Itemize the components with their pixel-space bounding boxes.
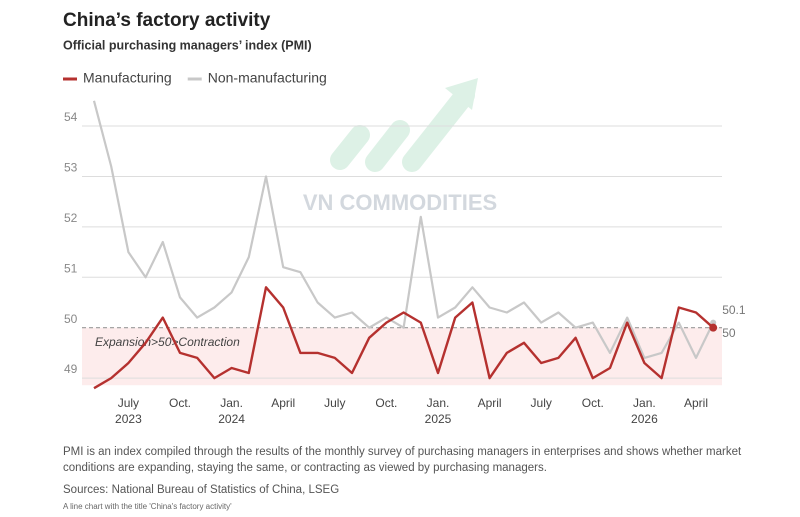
chart-title: China’s factory activity xyxy=(63,10,271,31)
y-tick-label: 50 xyxy=(64,312,78,326)
x-tick-label: Jan. xyxy=(633,396,656,410)
x-tick-label: Oct. xyxy=(582,396,604,410)
chart: China’s factory activity Official purcha… xyxy=(63,10,746,426)
x-tick-year: 2026 xyxy=(631,412,658,426)
x-tick-year: 2023 xyxy=(115,412,142,426)
y-tick-label: 53 xyxy=(64,161,78,175)
legend-label: Non-manufacturing xyxy=(208,70,327,86)
y-tick-label: 51 xyxy=(64,261,78,275)
x-tick-label: July xyxy=(531,396,552,410)
watermark-icon xyxy=(330,78,478,172)
note: PMI is an index compiled through the res… xyxy=(63,446,742,474)
caption: A line chart with the title 'China's fac… xyxy=(63,502,232,511)
end-label: 50 xyxy=(722,326,736,340)
end-label: 50.1 xyxy=(722,303,746,317)
chart-subtitle: Official purchasing managers’ index (PMI… xyxy=(63,38,312,52)
annotation: Expansion>50>Contraction xyxy=(95,335,240,349)
y-tick-label: 52 xyxy=(64,211,78,225)
watermark: VN COMMODITIES xyxy=(303,190,497,215)
x-tick-label: Oct. xyxy=(169,396,191,410)
x-tick-label: April xyxy=(271,396,295,410)
x-tick-year: 2024 xyxy=(218,412,245,426)
end-marker xyxy=(709,323,718,332)
x-tick-label: April xyxy=(478,396,502,410)
y-tick-label: 54 xyxy=(64,110,78,124)
x-tick-label: Jan. xyxy=(220,396,243,410)
x-tick-label: April xyxy=(684,396,708,410)
x-tick-label: July xyxy=(118,396,139,410)
series-line xyxy=(93,286,714,390)
x-tick-label: Oct. xyxy=(375,396,397,410)
series-line xyxy=(92,100,715,359)
legend-label: Manufacturing xyxy=(83,70,172,86)
x-tick-label: Jan. xyxy=(427,396,450,410)
y-tick-label: 49 xyxy=(64,362,78,376)
x-tick-year: 2025 xyxy=(425,412,452,426)
sources: Sources: National Bureau of Statistics o… xyxy=(63,484,340,496)
x-tick-label: July xyxy=(324,396,345,410)
